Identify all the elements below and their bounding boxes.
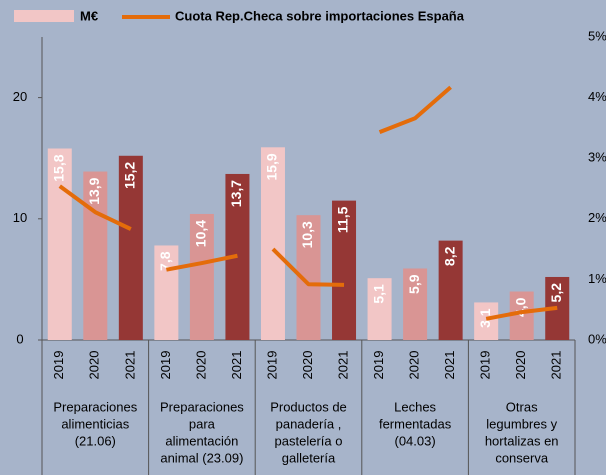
category-label: para — [189, 416, 216, 431]
value-label: 3,1 — [477, 308, 493, 328]
category-label: galletería — [282, 450, 336, 465]
x-tick-label: 2020 — [513, 351, 528, 380]
category-label: Preparaciones — [160, 399, 244, 414]
bar — [474, 302, 499, 340]
value-label: 8,2 — [441, 246, 457, 266]
category-label: (04.03) — [394, 433, 435, 448]
bar — [367, 278, 392, 340]
category-label: Leches — [394, 399, 436, 414]
y-tick-label: 10 — [13, 210, 27, 225]
category-label: fermentadas — [379, 416, 452, 431]
share-line — [58, 184, 132, 231]
category-label: conserva — [495, 450, 549, 465]
value-label: 5,9 — [406, 274, 422, 294]
category-label: Productos de — [270, 399, 347, 414]
category-label: hortalizas en — [485, 433, 559, 448]
x-tick-label: 2019 — [264, 351, 279, 380]
x-tick-label: 2021 — [549, 351, 564, 380]
category-label: Preparaciones — [53, 399, 137, 414]
value-label: 13,7 — [228, 180, 244, 207]
category-label: Otras — [506, 399, 538, 414]
value-label: 15,8 — [50, 154, 66, 181]
category-label: (21.06) — [75, 433, 116, 448]
value-label: 5,2 — [548, 283, 564, 303]
value-label: 13,9 — [86, 177, 102, 204]
bar — [83, 171, 108, 340]
bar — [438, 240, 463, 340]
legend-swatch — [14, 10, 74, 22]
bar — [118, 155, 143, 340]
y2-tick-label: 3% — [588, 150, 606, 165]
bar — [509, 291, 534, 340]
y2-tick-label: 2% — [588, 210, 606, 225]
y2-tick-label: 5% — [588, 28, 606, 43]
bar — [403, 268, 428, 340]
value-label: 15,9 — [264, 153, 280, 180]
x-tick-label: 2021 — [335, 351, 350, 380]
category-label: legumbres y — [486, 416, 557, 431]
x-tick-label: 2021 — [229, 351, 244, 380]
value-label: 15,2 — [122, 162, 138, 189]
y2-tick-label: 1% — [588, 271, 606, 286]
value-label: 10,4 — [193, 220, 209, 247]
value-label: 10,3 — [299, 221, 315, 248]
x-tick-label: 2019 — [51, 351, 66, 380]
value-label: 5,1 — [370, 284, 386, 304]
legend-label: M€ — [80, 8, 98, 23]
x-tick-label: 2020 — [87, 351, 102, 380]
y2-tick-label: 0% — [588, 331, 606, 346]
y2-tick-label: 4% — [588, 89, 606, 104]
share-line — [165, 253, 238, 272]
x-tick-label: 2020 — [193, 351, 208, 380]
y-tick-label: 20 — [13, 89, 27, 104]
category-label: alimenticias — [61, 416, 129, 431]
value-label: 11,5 — [335, 206, 351, 233]
share-line — [378, 85, 452, 135]
x-tick-label: 2020 — [407, 351, 422, 380]
bar — [189, 213, 214, 340]
y-tick-label: 0 — [16, 331, 23, 346]
category-label: pastelería o — [275, 433, 343, 448]
category-label: animal (23.09) — [160, 450, 243, 465]
category-label: panadería , — [276, 416, 342, 431]
x-tick-label: 2021 — [442, 351, 457, 380]
x-tick-label: 2020 — [300, 351, 315, 380]
bar — [47, 148, 72, 340]
bar — [260, 147, 285, 340]
category-label: alimentación — [165, 433, 238, 448]
share-line — [271, 247, 345, 287]
value-label: 7,8 — [157, 251, 173, 271]
x-tick-label: 2019 — [158, 351, 173, 380]
share-line — [485, 305, 558, 321]
x-tick-label: 2019 — [371, 351, 386, 380]
legend-label: Cuota Rep.Checa sobre importaciones Espa… — [175, 8, 465, 23]
bar — [154, 245, 179, 340]
x-tick-label: 2019 — [478, 351, 493, 380]
bar — [332, 200, 357, 340]
x-tick-label: 2021 — [122, 351, 137, 380]
